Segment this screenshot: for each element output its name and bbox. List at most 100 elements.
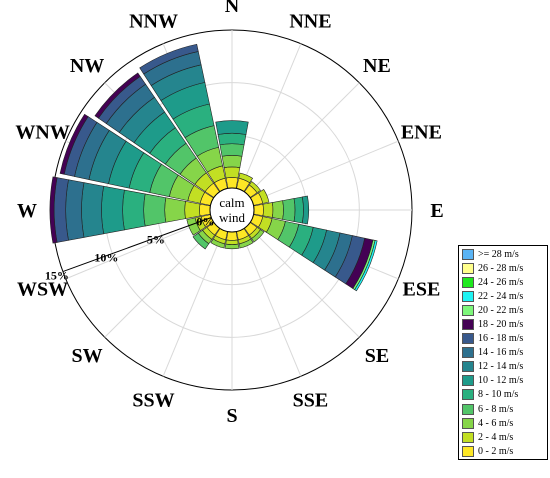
legend-swatch [462, 375, 474, 387]
direction-label-nnw: NNW [129, 11, 178, 33]
legend-swatch [462, 290, 474, 302]
legend-item: 10 - 12 m/s [462, 374, 545, 388]
direction-label-ssw: SSW [132, 389, 174, 411]
legend-swatch [462, 304, 474, 316]
wind-sector-ssw-bin-2 [210, 238, 226, 249]
legend-label: >= 28 m/s [478, 248, 519, 260]
wind-sector-n-bin-5 [215, 120, 249, 135]
grid-spoke [252, 140, 399, 203]
legend-label: 8 - 10 m/s [478, 389, 519, 401]
direction-label-ene: ENE [401, 122, 442, 144]
radial-tick-label: 0% [196, 215, 214, 229]
legend-swatch [462, 417, 474, 429]
radial-tick-label: 5% [147, 233, 165, 247]
legend-label: 2 - 4 m/s [478, 431, 514, 443]
legend-label: 16 - 18 m/s [478, 333, 524, 345]
grid-spoke [65, 217, 212, 280]
radial-tick-labels: 0% 5% 10% 15% [45, 215, 214, 283]
legend-item: 2 - 4 m/s [462, 430, 545, 444]
calm-wind-label: calm [219, 195, 244, 210]
wind-sector-ene-bin-1 [257, 188, 270, 204]
wind-sector-n-bin-3 [219, 143, 245, 157]
wind-sector-sw-bin-3 [192, 232, 210, 250]
wind-sector-w-bin-9 [49, 176, 58, 244]
legend-label: 0 - 2 m/s [478, 445, 514, 457]
wind-sector-n-bin-0 [225, 177, 239, 189]
direction-label-ne: NE [363, 55, 391, 77]
direction-label-n: N [225, 0, 240, 17]
legend-swatch [462, 389, 474, 401]
legend-swatch [462, 431, 474, 443]
wind-sector-wnw-bin-9 [59, 113, 89, 175]
legend-label: 18 - 20 m/s [478, 319, 524, 331]
direction-label-w: W [17, 200, 37, 222]
wind-sector-se-bin-2 [251, 229, 265, 243]
legend-item: 20 - 22 m/s [462, 303, 545, 317]
wind-sector-s-bin-2 [224, 243, 240, 250]
direction-label-sse: SSE [293, 389, 329, 411]
legend-label: 22 - 24 m/s [478, 290, 524, 302]
wind-sector-e-bin-1 [262, 202, 274, 218]
legend-label: 6 - 8 m/s [478, 403, 514, 415]
wind-sector-nw-bin-9 [94, 72, 141, 119]
wind-sector-n-bin-1 [223, 166, 241, 179]
wind-sector-sse-bin-2 [238, 238, 254, 249]
legend-item: 24 - 26 m/s [462, 275, 545, 289]
direction-label-wsw: WSW [17, 278, 68, 300]
legend-item: 14 - 16 m/s [462, 346, 545, 360]
grid-spoke [239, 43, 302, 190]
wind-sector-e-bin-5 [301, 195, 310, 225]
wind-sector-s-bin-1 [225, 239, 239, 245]
legend-label: 24 - 26 m/s [478, 276, 524, 288]
calm-circle [209, 187, 255, 233]
legend-swatch [462, 403, 474, 415]
legend-label: 4 - 6 m/s [478, 417, 514, 429]
calm-wind-label: wind [219, 210, 246, 225]
direction-label-e: E [430, 200, 443, 222]
wind-sector-n-bin-4 [217, 132, 247, 146]
speed-legend: >= 28 m/s 26 - 28 m/s 24 - 26 m/s 22 - 24 m… [458, 245, 548, 461]
wind-sector-wsw-bin-2 [186, 217, 201, 236]
grid-spoke [247, 225, 360, 338]
wind-sector-e-bin-3 [282, 198, 296, 222]
legend-swatch [462, 248, 474, 260]
legend-item: 4 - 6 m/s [462, 416, 545, 430]
grid-spoke [239, 230, 302, 377]
wind-sector-w-bin-3 [143, 193, 167, 227]
radial-axis-line [62, 217, 212, 273]
wind-sector-e-bin-2 [271, 200, 284, 220]
wind-sector-nne-bin-1 [238, 172, 254, 184]
direction-label-sw: SW [71, 345, 102, 367]
legend-swatch [462, 276, 474, 288]
wind-sector-w-bin-4 [122, 189, 146, 231]
direction-label-nw: NW [70, 55, 104, 77]
legend-label: 20 - 22 m/s [478, 304, 524, 316]
direction-label-nne: NNE [289, 11, 331, 33]
radial-tick-label: 15% [45, 269, 69, 283]
grid-spoke [247, 82, 360, 195]
direction-label-s: S [226, 405, 237, 427]
legend-swatch [462, 361, 474, 373]
legend-label: 10 - 12 m/s [478, 375, 524, 387]
wind-sector-ne-bin-1 [248, 181, 261, 194]
legend-swatch [462, 319, 474, 331]
direction-labels: N NNE NE ENE E ESE SE SSE S SSW SW WSW W WNW NW NNW [15, 0, 443, 427]
legend-item: >= 28 m/s [462, 247, 545, 261]
wind-sectors [49, 43, 378, 292]
legend-item: 8 - 10 m/s [462, 388, 545, 402]
wind-sector-w-bin-6 [81, 182, 105, 238]
legend-item: 6 - 8 m/s [462, 402, 545, 416]
wind-sector-s-bin-0 [226, 231, 238, 241]
legend-item: 26 - 28 m/s [462, 261, 545, 275]
direction-label-ese: ESE [402, 278, 440, 300]
legend-swatch [462, 347, 474, 359]
direction-label-se: SE [365, 345, 389, 367]
wind-sector-e-bin-0 [253, 203, 264, 217]
legend-item: 18 - 20 m/s [462, 317, 545, 331]
wind-rose-chart: N NNE NE ENE E ESE SE SSE S SSW SW WSW W WNW NW NNW 0% 5… [15, 0, 443, 427]
legend-swatch [462, 333, 474, 345]
wind-sector-e-bin-4 [293, 196, 304, 224]
wind-sector-ese-bin-11 [354, 240, 378, 292]
legend-item: 0 - 2 m/s [462, 444, 545, 458]
